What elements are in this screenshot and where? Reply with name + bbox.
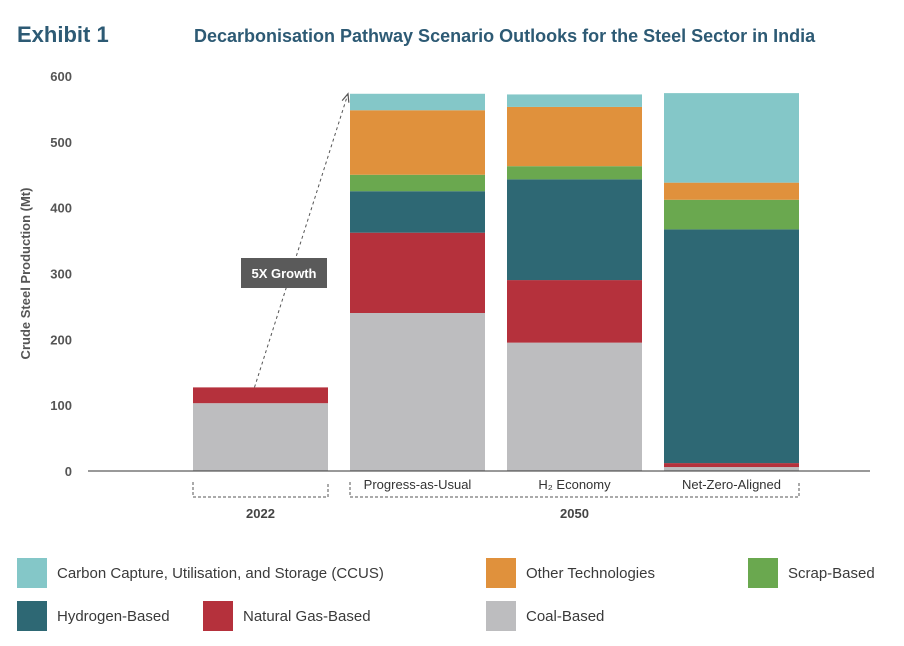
y-tick-label: 200	[50, 332, 72, 347]
bar-segment-other-technologies	[350, 110, 485, 175]
legend-label-hydrogen: Hydrogen-Based	[57, 607, 170, 625]
legend-label-coal: Coal-Based	[526, 607, 605, 625]
group-label: 2050	[560, 506, 589, 521]
bar-segment-scrap-based	[664, 199, 799, 230]
group-bracket	[349, 482, 800, 498]
legend-label-other: Other Technologies	[526, 564, 655, 582]
bar-segment-scrap-based	[507, 166, 642, 180]
legend-swatch-scrap	[748, 558, 778, 588]
growth-arrow-line	[254, 93, 349, 388]
bar-segment-natural-gas-based	[664, 463, 799, 468]
bar-segment-hydrogen-based	[664, 229, 799, 464]
exhibit-label: Exhibit 1	[17, 22, 109, 47]
legend-swatch-ccus	[17, 558, 47, 588]
y-tick-label: 100	[50, 398, 72, 413]
legend-label-natural-gas: Natural Gas-Based	[243, 607, 371, 625]
legend-item-natural-gas: Natural Gas-Based	[203, 601, 371, 631]
legend-item-coal: Coal-Based	[486, 601, 604, 631]
bar-segment-natural-gas-based	[350, 232, 485, 313]
y-tick-label: 500	[50, 135, 72, 150]
y-tick-label: 0	[65, 464, 72, 479]
legend-swatch-coal	[486, 601, 516, 631]
category-label: H₂ Economy	[538, 477, 611, 492]
stacked-bar-chart: 0 100 200 300 400 500 600 Crude Steel Productio…	[18, 69, 870, 521]
growth-arrow-head	[341, 92, 350, 103]
bar-segment-coal-based	[664, 467, 799, 471]
legend-item-hydrogen: Hydrogen-Based	[17, 601, 170, 631]
bar-segment-coal-based	[507, 342, 642, 471]
legend-item-other: Other Technologies	[486, 558, 655, 588]
bar-segment-scrap-based	[350, 174, 485, 192]
y-tick-label: 600	[50, 69, 72, 84]
legend-swatch-hydrogen	[17, 601, 47, 631]
bar-segment-coal-based	[350, 313, 485, 471]
bar-segment-carbon-capture-utilisation-and-storage-ccus	[507, 94, 642, 107]
y-tick-label: 400	[50, 201, 72, 216]
category-label: Net-Zero-Aligned	[682, 477, 781, 492]
bar-segment-hydrogen-based	[507, 179, 642, 281]
legend-label-scrap: Scrap-Based	[788, 564, 875, 582]
annotation-box	[241, 258, 327, 288]
y-tick-label: 300	[50, 267, 72, 282]
legend-swatch-natural-gas	[203, 601, 233, 631]
category-label: Progress-as-Usual	[364, 477, 472, 492]
group-label: 2022	[246, 506, 275, 521]
y-axis-label: Crude Steel Production (Mt)	[18, 188, 33, 360]
bar-segment-hydrogen-based	[350, 191, 485, 233]
bar-segment-carbon-capture-utilisation-and-storage-ccus	[350, 93, 485, 111]
legend-item-ccus: Carbon Capture, Utilisation, and Storage…	[17, 558, 384, 588]
bar-segment-natural-gas-based	[193, 387, 328, 404]
chart-title: Decarbonisation Pathway Scenario Outlook…	[194, 26, 816, 46]
bar-segment-other-technologies	[664, 182, 799, 200]
bar-segment-natural-gas-based	[507, 280, 642, 343]
annotation-text: 5X Growth	[251, 266, 316, 281]
bar-segment-coal-based	[193, 403, 328, 471]
group-bracket	[192, 482, 329, 498]
bar-segment-carbon-capture-utilisation-and-storage-ccus	[664, 93, 799, 183]
bar-segment-other-technologies	[507, 106, 642, 167]
legend-label-ccus: Carbon Capture, Utilisation, and Storage…	[57, 564, 384, 582]
legend-swatch-other	[486, 558, 516, 588]
legend-item-scrap: Scrap-Based	[748, 558, 875, 588]
